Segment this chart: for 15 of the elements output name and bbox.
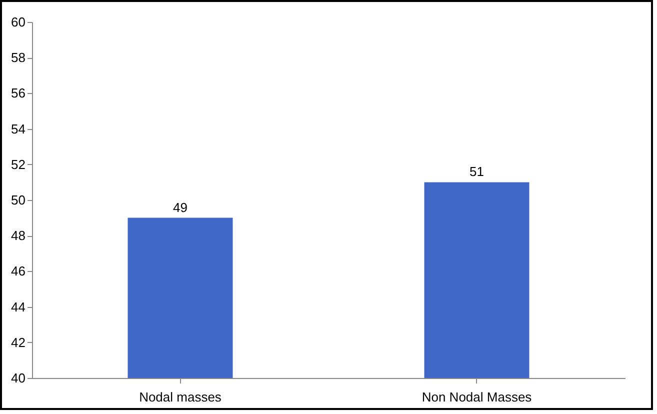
y-tick-label: 50 [11, 192, 26, 208]
data-label: 51 [470, 164, 484, 180]
y-tick-label: 48 [11, 228, 26, 244]
y-tick-label: 56 [11, 86, 26, 101]
y-tick-label: 58 [11, 50, 26, 66]
y-tick-label: 42 [11, 334, 26, 350]
y-tick-label: 44 [11, 299, 26, 314]
x-tick-label: Non Nodal Masses [422, 390, 532, 404]
y-tick-label: 40 [11, 370, 26, 386]
y-tick-label: 46 [11, 264, 26, 279]
x-tick-label: Nodal masses [139, 390, 222, 404]
y-tick-label: 54 [11, 121, 26, 136]
data-label: 49 [173, 200, 188, 215]
y-tick-label: 60 [11, 14, 26, 30]
y-tick-label: 52 [11, 156, 26, 172]
